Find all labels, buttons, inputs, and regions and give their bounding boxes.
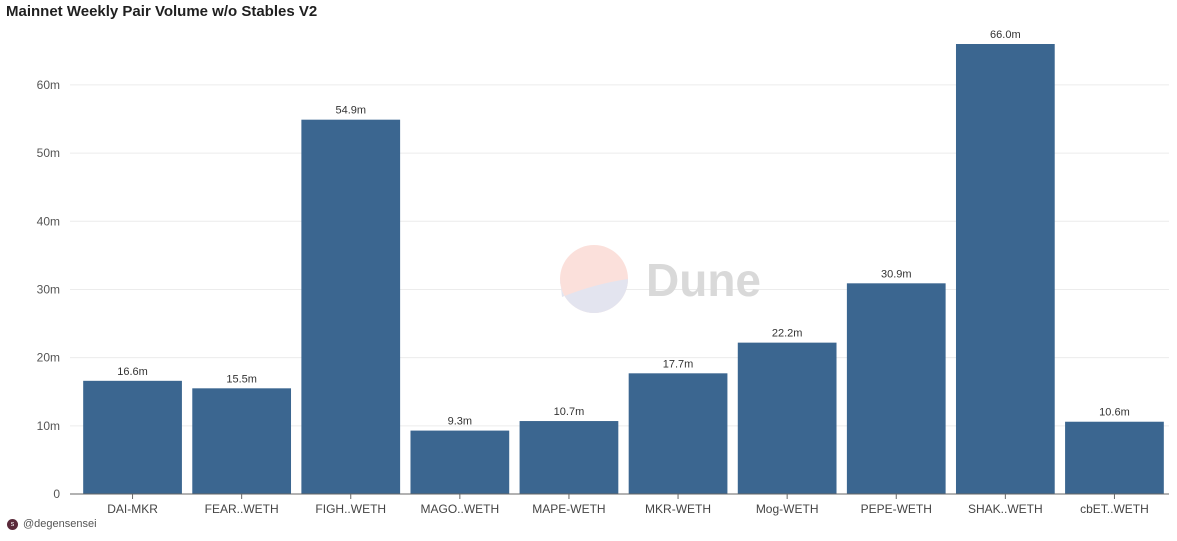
bar[interactable]: [301, 119, 401, 494]
bar-value-label: 66.0m: [990, 29, 1021, 41]
x-tick-label: Mog-WETH: [756, 502, 819, 516]
y-tick-label: 40m: [37, 214, 60, 228]
footer: s @degensensei: [7, 518, 97, 530]
bar-value-label: 15.5m: [226, 373, 257, 385]
x-tick-label: FEAR..WETH: [205, 502, 279, 516]
bar-value-label: 9.3m: [448, 416, 472, 428]
y-tick-label: 50m: [37, 146, 60, 160]
y-tick-label: 60m: [37, 78, 60, 92]
bars: 16.6m 15.5m 54.9m 9.3m 10.7m 17.7m 22.2m 30.9m 6…: [83, 29, 1164, 494]
bar[interactable]: [83, 380, 182, 494]
dune-logo-icon: [560, 245, 628, 313]
x-tick-label: DAI-MKR: [107, 502, 158, 516]
x-tick-label: cbET..WETH: [1080, 502, 1149, 516]
x-tick-label: FIGH..WETH: [315, 502, 386, 516]
x-tick-label: MAPE-WETH: [532, 502, 605, 516]
dune-watermark-text: Dune: [646, 254, 761, 306]
y-tick-label: 20m: [37, 351, 60, 365]
avatar[interactable]: s: [7, 518, 18, 530]
axes: 0 10m 20m 30m 40m 50m 60m DAI-MKR FEAR..WETH FIGH…: [37, 78, 1169, 516]
x-tick-label: SHAK..WETH: [968, 502, 1043, 516]
bar-value-label: 17.7m: [663, 358, 694, 370]
bar-value-label: 54.9m: [335, 105, 366, 117]
author-handle[interactable]: @degensensei: [23, 518, 97, 530]
bar-value-label: 10.6m: [1099, 407, 1130, 419]
bar[interactable]: [737, 342, 837, 494]
bar[interactable]: [410, 430, 510, 494]
x-tick-label: PEPE-WETH: [861, 502, 932, 516]
y-tick-label: 30m: [37, 282, 60, 296]
bar-value-label: 16.6m: [117, 366, 148, 378]
bar-value-label: 10.7m: [554, 406, 585, 418]
y-tick-label: 0: [53, 487, 60, 501]
bar[interactable]: [955, 44, 1055, 494]
bar-value-label: 22.2m: [772, 328, 803, 340]
bar[interactable]: [846, 283, 946, 494]
y-tick-label: 10m: [37, 419, 60, 433]
dune-watermark: Dune: [560, 245, 761, 313]
x-tick-label: MAGO..WETH: [421, 502, 500, 516]
x-tick-label: MKR-WETH: [645, 502, 711, 516]
bar[interactable]: [519, 421, 619, 494]
chart-title: Mainnet Weekly Pair Volume w/o Stables V…: [6, 3, 318, 20]
bar[interactable]: [628, 373, 728, 494]
bar[interactable]: [1065, 421, 1164, 494]
bar[interactable]: [192, 388, 292, 494]
bar-value-label: 30.9m: [881, 268, 912, 280]
